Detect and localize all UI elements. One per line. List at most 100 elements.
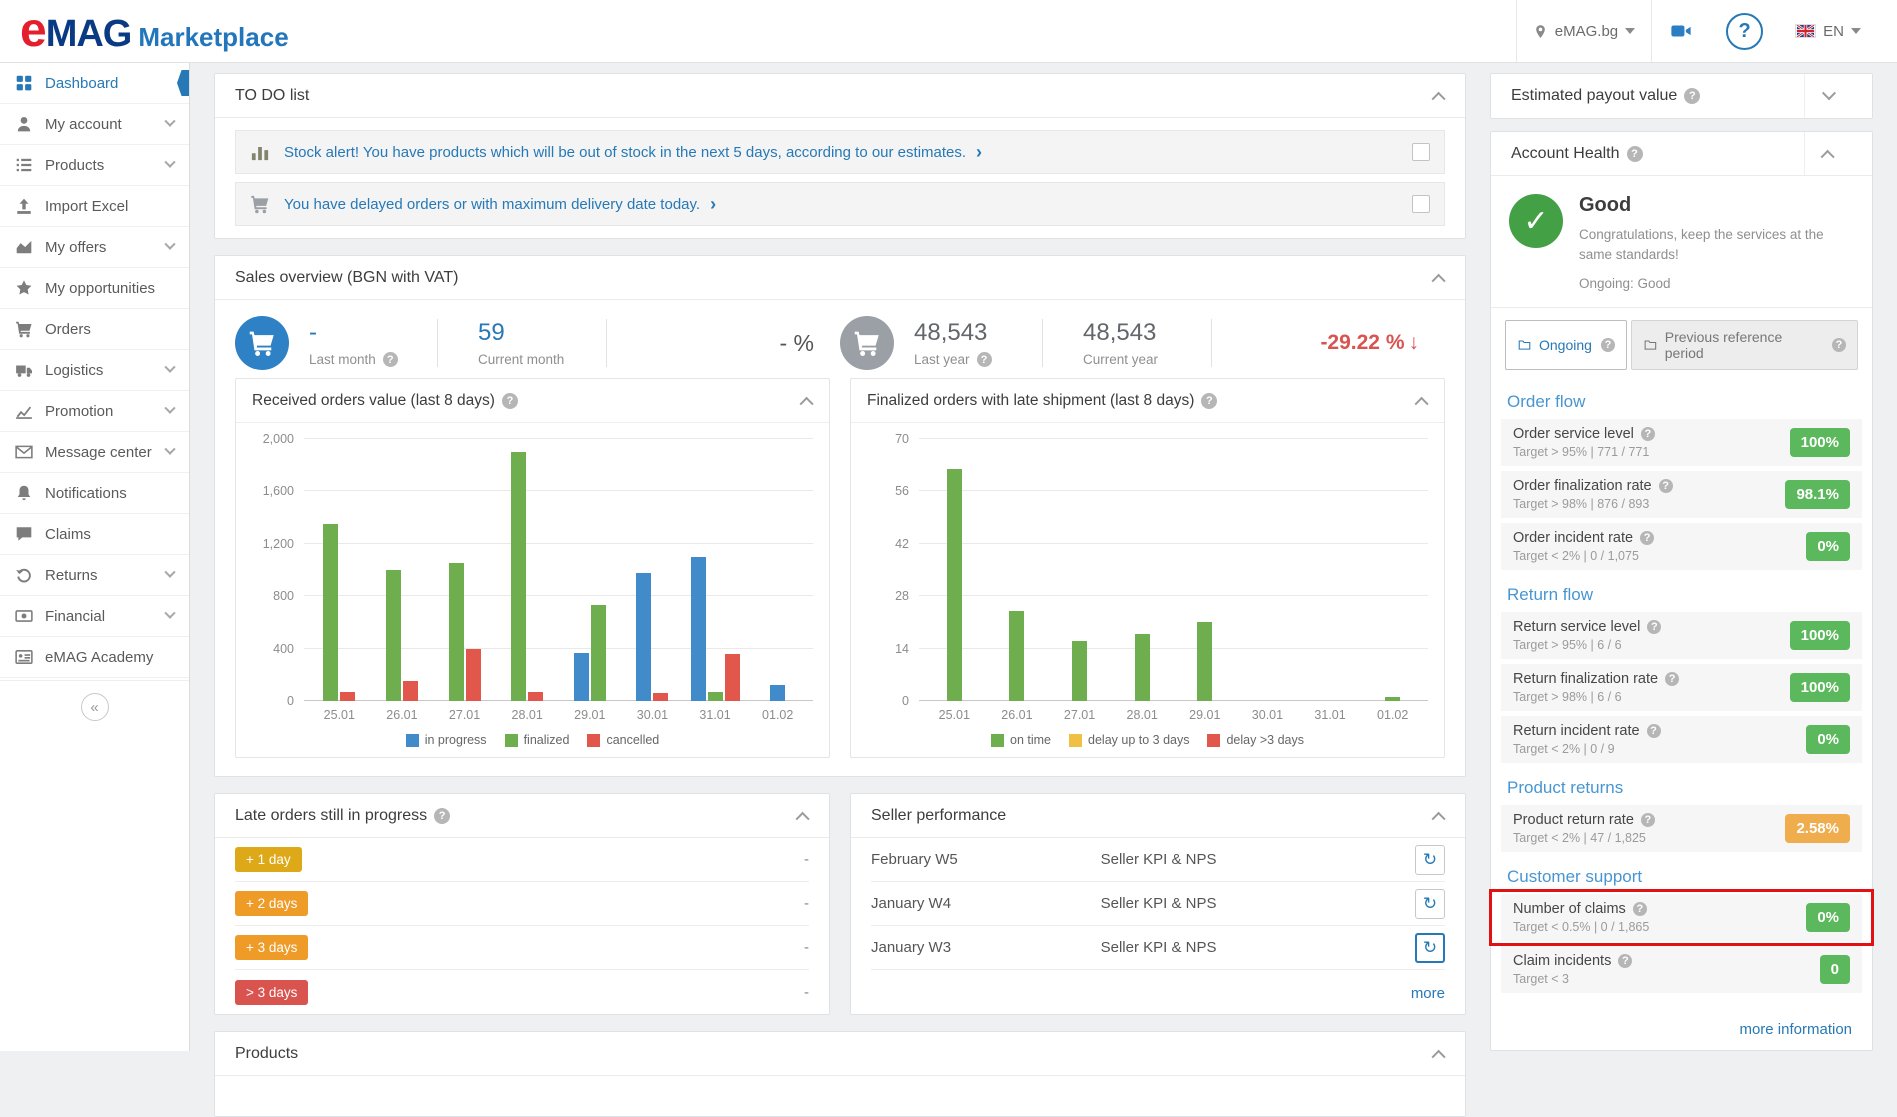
help-icon[interactable]: ? (1618, 954, 1633, 969)
metric-target: Target > 98% | 6 / 6 (1513, 690, 1622, 705)
help-icon[interactable]: ? (1832, 338, 1846, 353)
question-mark-icon: ? (1726, 12, 1764, 50)
help-icon[interactable]: ? (382, 352, 398, 367)
metric-return-incident-rate: Return incident rate? Target < 2% | 0 / 9… (1501, 716, 1862, 764)
todo-panel-header: TO DO list (215, 74, 1465, 118)
chevron-up-icon (1820, 149, 1835, 164)
help-icon[interactable]: ? (1640, 427, 1655, 442)
help-icon[interactable]: ? (1647, 620, 1662, 635)
refresh-button[interactable]: ↻ (1415, 932, 1445, 963)
help-button[interactable]: ? (1710, 0, 1779, 62)
help-icon[interactable]: ? (1632, 902, 1647, 917)
seller-kpi-link[interactable]: Seller KPI & NPS (1100, 939, 1217, 956)
collapse-chevron-icon[interactable] (1431, 1049, 1446, 1064)
x-tick-label: 28.01 (1126, 708, 1158, 722)
todo-panel: TO DO list Stock alert! You have product… (214, 73, 1466, 239)
divider (1042, 319, 1043, 367)
emag-marketplace-logo[interactable]: e MAG Marketplace (20, 7, 289, 55)
bar-group (559, 439, 622, 701)
metric-return-service-level: Return service level? Target > 95% | 6 / … (1501, 612, 1862, 660)
seller-kpi-link[interactable]: Seller KPI & NPS (1100, 851, 1217, 868)
sidebar-item-my-account[interactable]: My account (0, 104, 189, 145)
collapse-chevron-icon[interactable] (795, 811, 810, 826)
help-icon[interactable]: ? (501, 392, 518, 409)
help-icon[interactable]: ? (1626, 145, 1643, 162)
sidebar-item-my-offers[interactable]: My offers (0, 227, 189, 268)
help-icon[interactable]: ? (1658, 479, 1673, 494)
help-icon[interactable]: ? (434, 807, 451, 824)
x-tick-label: 26.01 (1001, 708, 1033, 722)
site-selector[interactable]: eMAG.bg (1515, 0, 1653, 62)
collapse-chevron-icon[interactable] (799, 396, 814, 411)
sidebar-item-orders[interactable]: Orders (0, 309, 189, 350)
help-icon[interactable]: ? (1640, 531, 1655, 546)
more-link[interactable]: more (1410, 985, 1445, 1002)
language-selector[interactable]: EN (1779, 0, 1877, 62)
help-icon[interactable]: ? (1600, 338, 1615, 353)
collapse-chevron-icon[interactable] (1414, 396, 1429, 411)
sidebar-item-label: Notifications (45, 484, 127, 502)
envelope-icon (15, 443, 33, 461)
revenue-circle (840, 316, 894, 370)
x-tick-label: 31.01 (1314, 708, 1346, 722)
x-tick-label: 26.01 (386, 708, 418, 722)
seller-kpi-link[interactable]: Seller KPI & NPS (1100, 895, 1217, 912)
bar-group (433, 439, 496, 701)
sidebar-item-returns[interactable]: Returns (0, 555, 189, 596)
video-tutorials-button[interactable] (1652, 0, 1710, 62)
health-ongoing-label: Ongoing: Good (1579, 276, 1671, 292)
more-information-link[interactable]: more information (1739, 1021, 1852, 1038)
metric-value-badge: 0 (1819, 955, 1850, 985)
sidebar-item-claims[interactable]: Claims (0, 514, 189, 555)
help-icon[interactable]: ? (1684, 88, 1701, 104)
sidebar-item-dashboard[interactable]: Dashboard (0, 63, 189, 104)
metric-value-badge: 100% (1789, 428, 1850, 458)
collapse-chevron-icon[interactable] (1431, 91, 1446, 106)
todo-item-text[interactable]: You have delayed orders or with maximum … (284, 195, 701, 213)
account-health-panel: Account Health ? ✓ Good Congratulations,… (1489, 131, 1874, 1051)
help-icon[interactable]: ? (1665, 672, 1680, 687)
sidebar-item-emag-academy[interactable]: eMAG Academy (0, 637, 189, 678)
refresh-button[interactable]: ↻ (1415, 888, 1445, 919)
chevron-down-icon (164, 607, 176, 619)
bar-on-time (1385, 697, 1401, 701)
section-heading-customer-support: Customer support (1507, 867, 1643, 887)
health-status: Good (1579, 194, 1632, 216)
help-icon[interactable]: ? (1201, 392, 1218, 409)
metric-order-service-level: Order service level? Target > 95% | 771 /… (1501, 419, 1862, 467)
sidebar-item-label: Dashboard (45, 74, 119, 92)
chart-plot (304, 438, 813, 701)
todo-item[interactable]: You have delayed orders or with maximum … (235, 182, 1445, 226)
collapse-button[interactable] (1804, 132, 1852, 175)
delay-badge: > 3 days (235, 979, 309, 1005)
todo-item-text[interactable]: Stock alert! You have products which wil… (284, 143, 967, 161)
refresh-button[interactable]: ↻ (1415, 844, 1445, 875)
todo-item[interactable]: Stock alert! You have products which wil… (235, 130, 1445, 174)
chevron-right-icon: › (710, 193, 717, 214)
location-pin-icon (1533, 23, 1548, 40)
orders-last-month-label: Last month (309, 352, 376, 367)
sidebar-item-financial[interactable]: Financial (0, 596, 189, 637)
tab-ongoing[interactable]: Ongoing ? (1505, 320, 1627, 371)
sidebar-collapse-button[interactable]: « (80, 693, 109, 721)
collapse-chevron-icon[interactable] (1431, 273, 1446, 288)
sidebar-item-message-center[interactable]: Message center (0, 432, 189, 473)
collapse-chevron-icon[interactable] (1431, 811, 1446, 826)
expand-button[interactable] (1804, 74, 1852, 118)
orders-current-month-label: Current month (478, 352, 565, 367)
late-shipment-chart: Finalized orders with late shipment (las… (850, 378, 1445, 758)
tab-previous-reference-period[interactable]: Previous reference period ? (1630, 320, 1858, 371)
sidebar-item-notifications[interactable]: Notifications (0, 473, 189, 514)
todo-checkbox[interactable] (1412, 143, 1430, 161)
help-icon[interactable]: ? (1646, 724, 1661, 739)
health-message: Congratulations, keep the services at th… (1579, 227, 1824, 262)
todo-checkbox[interactable] (1412, 195, 1430, 213)
help-icon[interactable]: ? (1640, 813, 1655, 828)
sidebar-item-import-excel[interactable]: Import Excel (0, 186, 189, 227)
sidebar-item-promotion[interactable]: Promotion (0, 391, 189, 432)
late-orders-value: - (804, 983, 809, 1001)
sidebar-item-my-opportunities[interactable]: My opportunities (0, 268, 189, 309)
sidebar-item-products[interactable]: Products (0, 145, 189, 186)
help-icon[interactable]: ? (976, 352, 992, 367)
sidebar-item-logistics[interactable]: Logistics (0, 350, 189, 391)
